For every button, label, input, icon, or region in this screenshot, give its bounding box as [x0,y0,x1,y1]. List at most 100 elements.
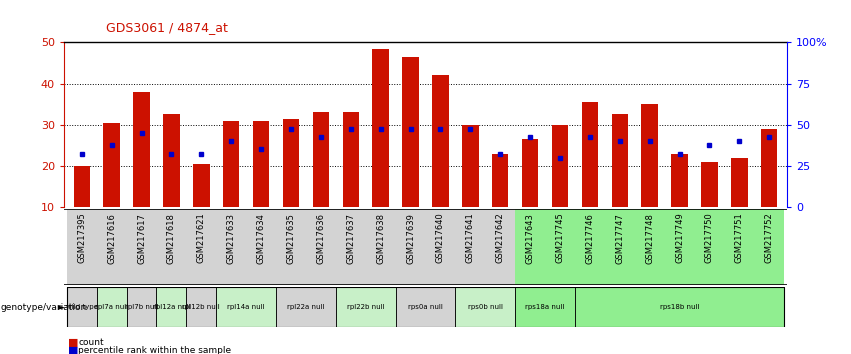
Text: rpl14a null: rpl14a null [227,304,265,310]
Bar [701,162,717,207]
Bar [551,125,568,207]
Bar [276,209,306,285]
Bar [455,287,515,327]
Bar [157,209,186,285]
Text: ►: ► [58,303,65,312]
Bar [403,57,419,207]
Bar [462,125,478,207]
Bar [193,164,209,207]
Bar [67,209,97,285]
Text: GSM217637: GSM217637 [346,213,355,264]
Bar [336,209,366,285]
Text: GSM217752: GSM217752 [765,213,774,263]
Bar [642,104,658,207]
Text: rpl22a null: rpl22a null [287,304,325,310]
Bar [724,209,754,285]
Bar [97,209,127,285]
Text: GSM217633: GSM217633 [226,213,236,264]
Text: rps18a null: rps18a null [525,304,565,310]
Text: rpl12a null: rpl12a null [152,304,191,310]
Text: GDS3061 / 4874_at: GDS3061 / 4874_at [106,21,228,34]
Bar [163,114,180,207]
Bar [545,209,575,285]
Text: rpl7a null: rpl7a null [95,304,129,310]
Bar [522,139,539,207]
Bar [186,287,216,327]
Bar [373,48,389,207]
Text: count: count [78,338,104,347]
Bar [485,209,515,285]
Bar [253,121,269,207]
Text: GSM217749: GSM217749 [675,213,684,263]
Text: rpl22b null: rpl22b null [347,304,385,310]
Bar [671,154,688,207]
Text: GSM217750: GSM217750 [705,213,714,263]
Text: genotype/variation: genotype/variation [1,303,87,312]
Text: rpl7b null: rpl7b null [125,304,158,310]
Bar [134,92,150,207]
Text: GSM217638: GSM217638 [376,213,386,264]
Bar [605,209,635,285]
Bar [612,114,628,207]
Text: GSM217616: GSM217616 [107,213,116,263]
Text: GSM217639: GSM217639 [406,213,415,263]
Bar [186,209,216,285]
Text: ■: ■ [68,338,78,348]
Bar [575,287,784,327]
Bar [223,121,239,207]
Text: GSM217642: GSM217642 [496,213,505,263]
Bar [97,287,127,327]
Bar [665,209,694,285]
Bar [366,209,396,285]
Bar [104,123,120,207]
Bar [515,209,545,285]
Bar [216,287,276,327]
Bar [312,113,329,207]
Bar [575,209,605,285]
Text: GSM217747: GSM217747 [615,213,625,263]
Bar [761,129,778,207]
Text: rps0a null: rps0a null [408,304,443,310]
Bar [515,287,575,327]
Bar [432,75,448,207]
Text: GSM217617: GSM217617 [137,213,146,263]
Bar [635,209,665,285]
Text: GSM217745: GSM217745 [556,213,564,263]
Text: GSM217641: GSM217641 [465,213,475,263]
Text: GSM217746: GSM217746 [585,213,594,263]
Bar [67,287,97,327]
Bar [127,287,157,327]
Text: ■: ■ [68,346,78,354]
Bar [127,209,157,285]
Bar [426,209,455,285]
Text: GSM217618: GSM217618 [167,213,176,263]
Text: GSM217636: GSM217636 [317,213,325,264]
Bar [246,209,276,285]
Text: GSM217634: GSM217634 [257,213,266,263]
Bar [455,209,485,285]
Text: GSM217751: GSM217751 [735,213,744,263]
Bar [157,287,186,327]
Bar [396,209,426,285]
Bar [731,158,747,207]
Bar [396,287,455,327]
Bar [492,154,508,207]
Text: GSM217643: GSM217643 [526,213,534,263]
Bar [306,209,336,285]
Text: rps18b null: rps18b null [660,304,700,310]
Bar [582,102,598,207]
Text: GSM217748: GSM217748 [645,213,654,263]
Bar [276,287,336,327]
Text: GSM217635: GSM217635 [287,213,295,263]
Bar [343,113,359,207]
Text: GSM217640: GSM217640 [436,213,445,263]
Bar [754,209,784,285]
Bar [694,209,724,285]
Text: percentile rank within the sample: percentile rank within the sample [78,346,231,354]
Bar [73,166,90,207]
Bar [336,287,396,327]
Text: rpl12b null: rpl12b null [182,304,220,310]
Bar [283,119,300,207]
Text: wild type: wild type [66,304,98,310]
Text: rps0b null: rps0b null [468,304,503,310]
